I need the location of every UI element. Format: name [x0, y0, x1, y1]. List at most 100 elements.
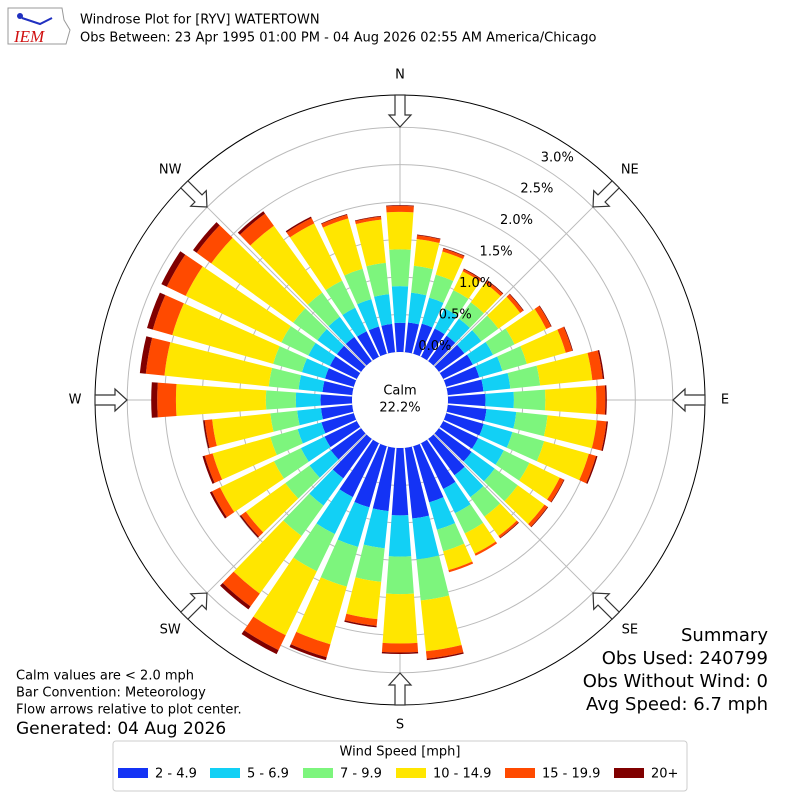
summary-line: Obs Used: 240799 [602, 648, 768, 669]
bar-segment [486, 279, 504, 294]
bar-segment [389, 249, 411, 287]
r-tick-label: 1.5% [480, 245, 513, 260]
bar-segment [342, 307, 367, 337]
bar-segment [175, 383, 267, 417]
bar-segment [586, 455, 598, 484]
bar-segment [321, 413, 357, 434]
bar-segment [446, 404, 487, 422]
bar-segment [446, 318, 470, 343]
bar-segment [498, 520, 519, 538]
bar-segment [421, 297, 444, 328]
bar-segment [320, 404, 354, 420]
bar-segment [157, 382, 177, 418]
bar-segment [458, 302, 484, 328]
bar-segment [587, 350, 603, 381]
legend-swatch [118, 768, 148, 778]
legend-label: 5 - 6.9 [247, 767, 289, 782]
legend-swatch [303, 768, 333, 778]
grid-spoke [399, 183, 617, 401]
direction-arrow [672, 387, 706, 413]
bar-segment [300, 436, 331, 462]
bar-segment [355, 219, 386, 267]
bar-segment [426, 652, 464, 661]
bar-segment [475, 356, 503, 378]
bar-segment [439, 420, 479, 449]
bar-segment [391, 447, 409, 516]
direction-arrow [94, 387, 128, 413]
compass-label: E [721, 393, 729, 408]
bar-segment [166, 254, 203, 296]
bar-segment [355, 216, 382, 225]
summary-line: Obs Without Wind: 0 [583, 671, 768, 692]
bar-segment [499, 522, 519, 539]
bar-segment [543, 415, 597, 449]
bar-segment [439, 354, 473, 380]
bar-segment [455, 504, 484, 534]
bar-segment [354, 215, 382, 222]
bar-segment [219, 461, 284, 513]
bar-segment [507, 365, 541, 389]
bar-segment [273, 346, 307, 373]
compass-label: W [69, 393, 82, 408]
bar-segment [244, 616, 286, 651]
bar-segment [139, 336, 153, 374]
bar-segment [286, 217, 315, 238]
bar-segment [281, 326, 316, 356]
legend-label: 2 - 4.9 [155, 767, 197, 782]
bar-segment [388, 515, 412, 557]
bar-segment [550, 479, 565, 503]
bar-segment [322, 218, 363, 276]
bar-segment [443, 413, 484, 436]
direction-arrow [592, 179, 621, 208]
calm-label: Calm [383, 384, 416, 399]
bar-segment [204, 453, 223, 483]
direction-arrow [387, 672, 413, 706]
logo-line [21, 17, 53, 26]
calm-circle [352, 352, 448, 448]
bar-segment [428, 434, 465, 476]
summary-title: Summary [681, 625, 768, 646]
legend-label: 20+ [651, 767, 678, 782]
bar-segment [453, 271, 481, 299]
compass-label: NW [159, 163, 182, 178]
bar-segment [479, 423, 513, 448]
bar-segment [536, 352, 593, 386]
bar-segment [316, 489, 353, 535]
bar-segment [293, 308, 327, 341]
bar-segment [250, 225, 323, 305]
bar-segment [485, 328, 515, 355]
r-tick-label: 2.0% [500, 213, 533, 228]
compass-label: SE [622, 622, 638, 637]
bar-segment [345, 336, 372, 366]
bar-segment [404, 322, 419, 354]
bar-segment [413, 238, 440, 270]
bar-segment [413, 323, 433, 357]
r-tick-label: 2.5% [520, 182, 553, 197]
bar-segment [330, 428, 366, 460]
bar-segment [591, 420, 607, 451]
bar-segment [239, 213, 274, 246]
bar-segment [485, 391, 514, 409]
bar-segment [344, 620, 377, 628]
bar-segment [436, 523, 465, 552]
bar-segment [368, 326, 387, 357]
bar-segment [391, 286, 409, 323]
bar-segment [355, 544, 385, 582]
bar-segment [420, 439, 456, 490]
legend-title: Wind Speed [mph] [340, 745, 461, 760]
bar-segment [536, 441, 589, 481]
bar-segment [357, 299, 380, 331]
bar-segment [283, 493, 324, 536]
bar-segment [268, 367, 302, 390]
note: Bar Convention: Meteorology [16, 686, 206, 701]
grid-spoke [183, 183, 401, 401]
compass-label: SW [160, 622, 181, 637]
bar-segment [434, 428, 472, 462]
bar-segment [447, 393, 486, 407]
bar-segment [513, 412, 548, 437]
bar-segment [429, 274, 454, 303]
bar-segment [325, 368, 357, 387]
bar-segment [520, 329, 566, 364]
r-tick-label: 1.0% [459, 276, 492, 291]
bar-segment [344, 268, 372, 305]
